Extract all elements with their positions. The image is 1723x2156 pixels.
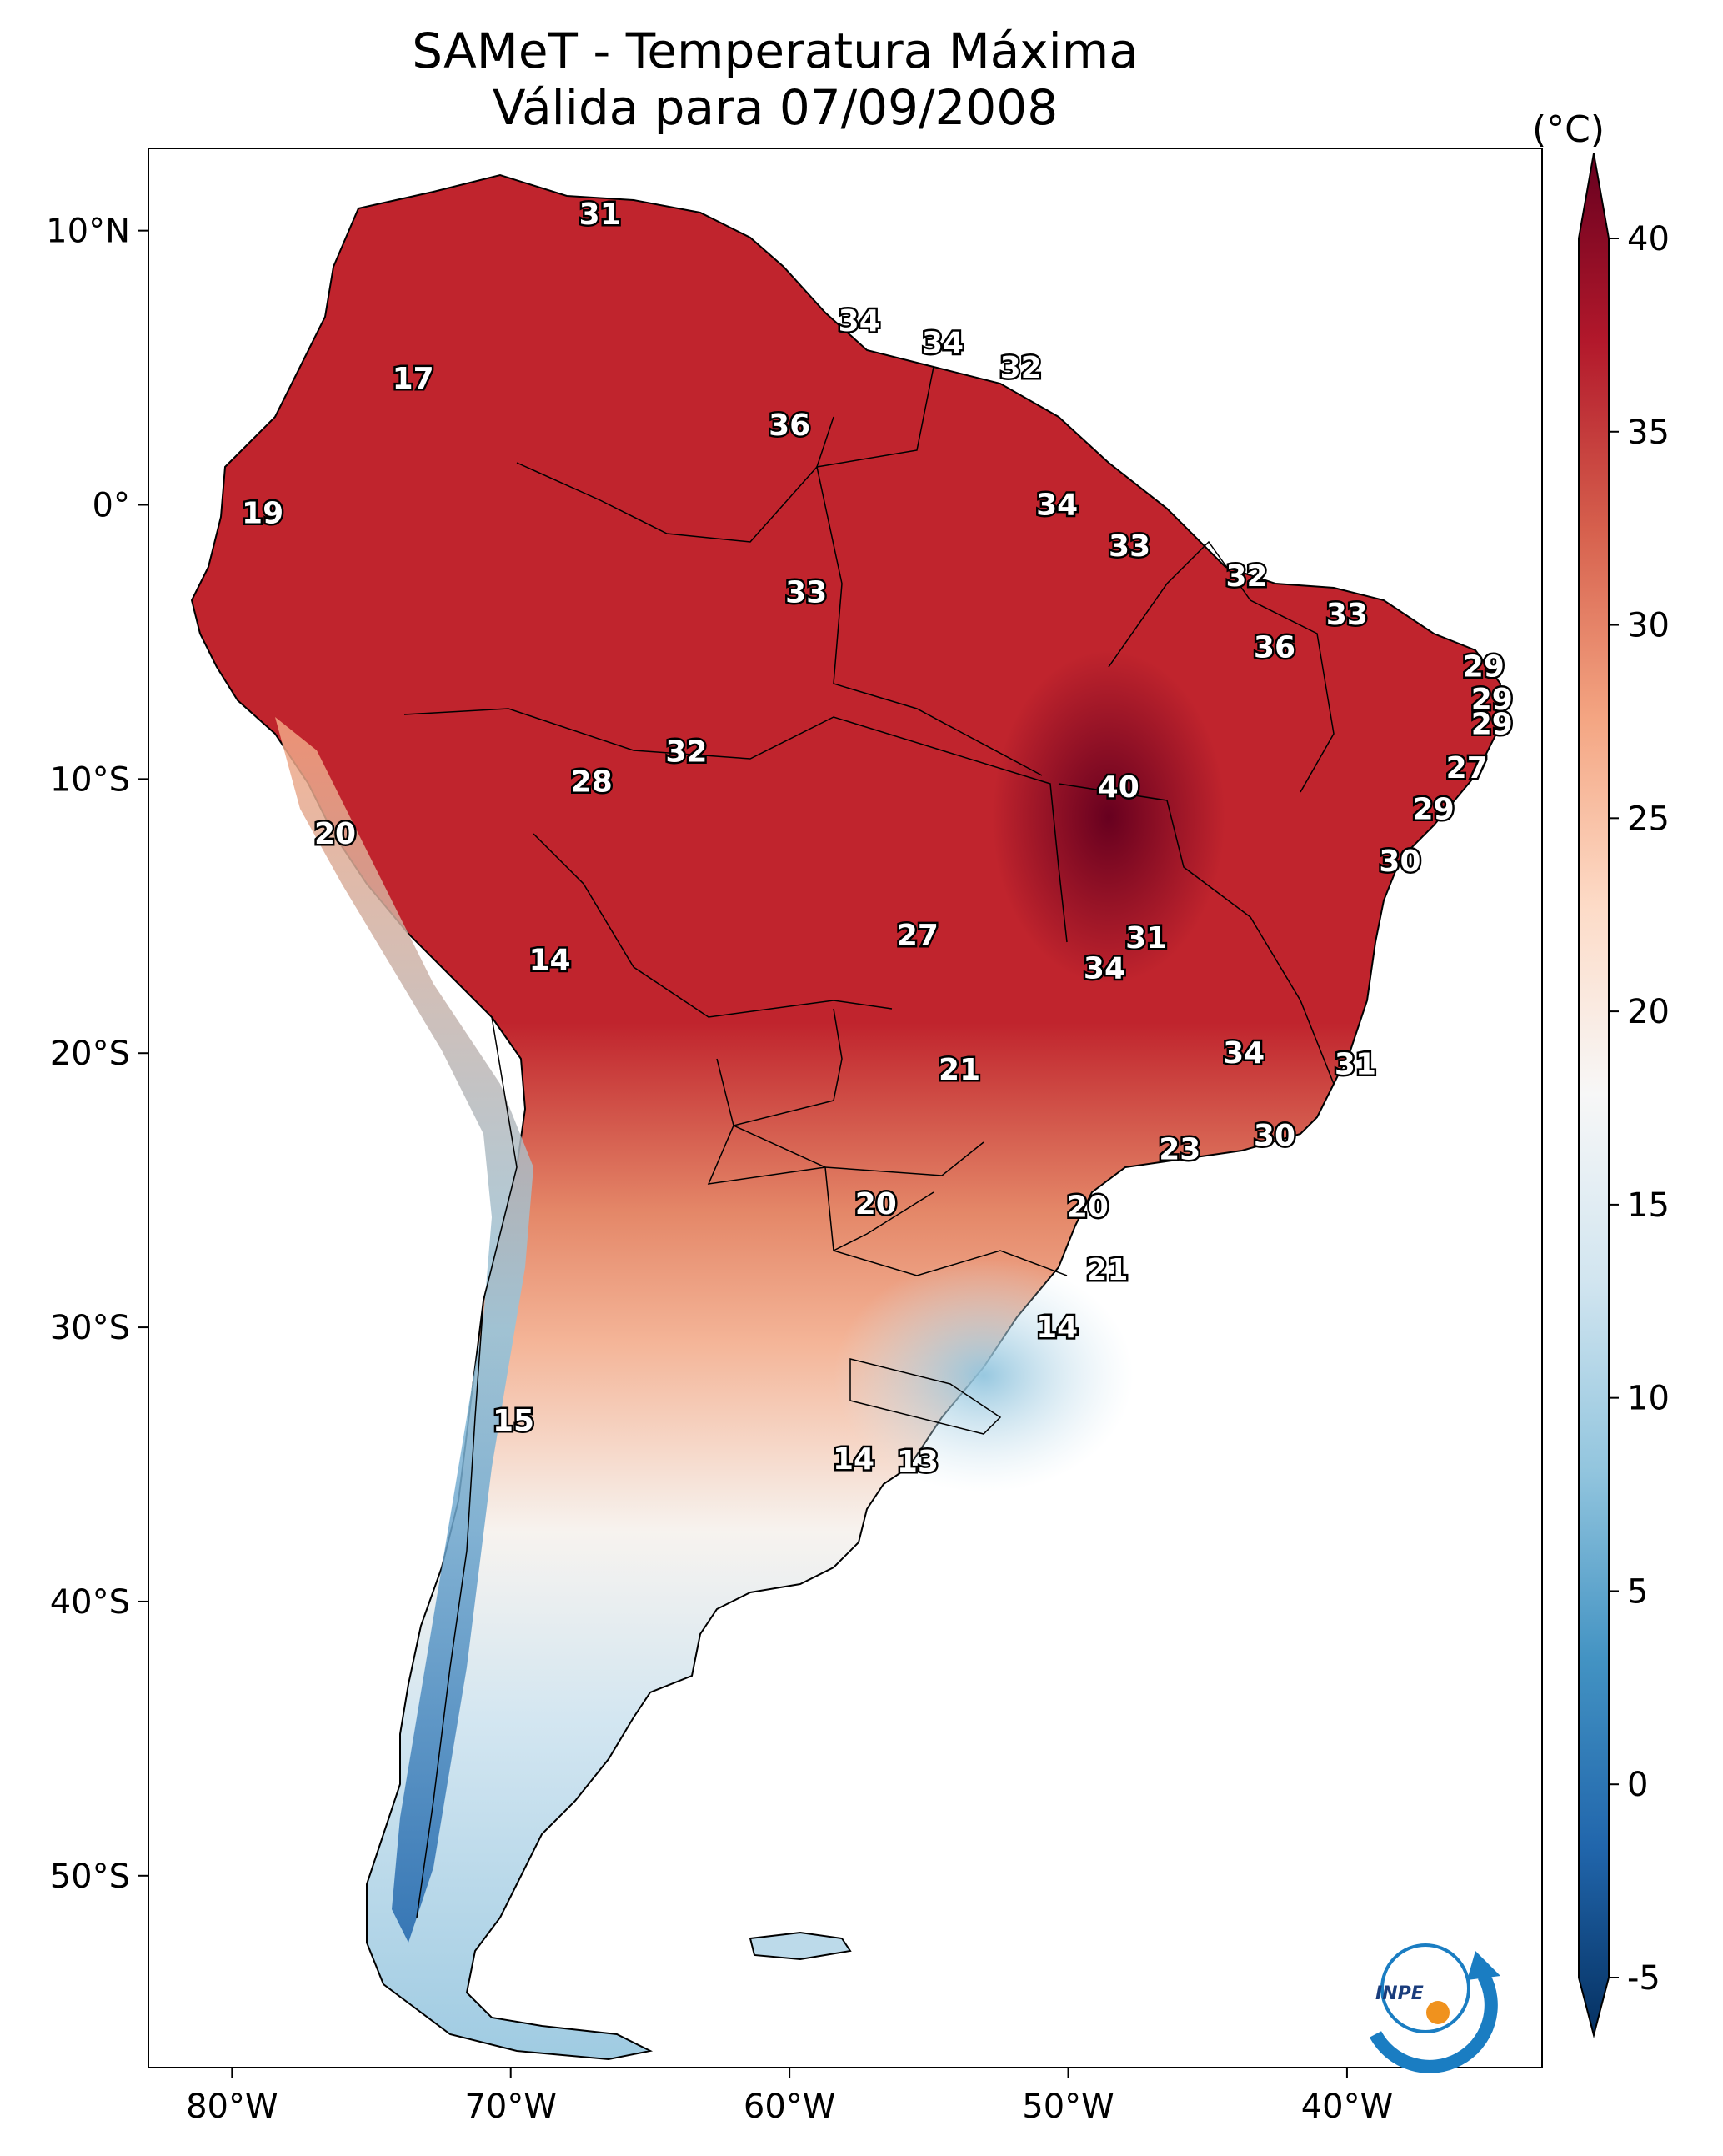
temperature-label: 20: [1067, 1190, 1109, 1224]
latitude-ticks: 10°N 0° 10°S 20°S 30°S 40°S 50°S: [46, 213, 148, 1896]
lat-tick-label: 0°: [93, 487, 130, 525]
colorbar-tick-label: -5: [1627, 1959, 1660, 1998]
colorbar-body: [1578, 153, 1610, 2038]
temperature-label: 40: [1098, 770, 1139, 805]
temperature-label: 20: [314, 817, 356, 851]
colorbar: 40 35 30 25 20 15 10 5 0 -5: [1578, 153, 1670, 2038]
temperature-label: 29: [1413, 793, 1455, 827]
falkland-islands: [749, 1931, 852, 1961]
temperature-label: 32: [665, 735, 707, 769]
temperature-label: 28: [571, 765, 613, 800]
south-america-landmass: [190, 173, 1502, 2061]
lat-tick-label: 40°S: [50, 1583, 130, 1622]
lat-tick-label: 50°S: [50, 1858, 130, 1896]
map-subtitle: Válida para 07/09/2008: [492, 79, 1059, 136]
temperature-label: 15: [493, 1404, 534, 1438]
lat-tick-label: 10°N: [46, 213, 130, 251]
temperature-label: 32: [1000, 351, 1042, 385]
colorbar-tick-label: 15: [1627, 1186, 1670, 1225]
temperature-label: 20: [855, 1187, 897, 1221]
temperature-label: 21: [939, 1053, 980, 1087]
logo-arrow-icon: [1467, 1951, 1500, 1980]
temperature-label: 13: [897, 1445, 939, 1479]
temperature-label: 21: [1086, 1253, 1128, 1287]
cool-region-south: [834, 1259, 1134, 1492]
temperature-label: 23: [1159, 1132, 1200, 1166]
temperature-label: 34: [1036, 489, 1078, 523]
temperature-label: 36: [1254, 631, 1295, 665]
colorbar-tick-label: 40: [1627, 220, 1670, 258]
heat-maximum-area: [992, 650, 1225, 984]
andes-cold-strip: [275, 717, 533, 1943]
temperature-label: 31: [579, 198, 621, 232]
temperature-label: 34: [1223, 1036, 1265, 1070]
svg-text:INPE: INPE: [1375, 1983, 1424, 2004]
map-title: SAMeT - Temperatura Máxima: [412, 23, 1139, 79]
lat-tick-label: 20°S: [50, 1035, 130, 1073]
country-borders: [403, 366, 1335, 1918]
temperature-label: 27: [897, 919, 939, 953]
temperature-label: 36: [769, 409, 810, 443]
temperature-label: 14: [833, 1442, 874, 1477]
temperature-label: 34: [1084, 951, 1125, 985]
temperature-label: 19: [242, 496, 283, 530]
colorbar-tick-label: 20: [1627, 993, 1670, 1031]
colorbar-tick-label: 35: [1627, 414, 1670, 452]
temperature-label: 32: [1225, 559, 1267, 594]
colorbar-tick-label: 10: [1627, 1380, 1670, 1418]
temperature-label: 34: [922, 326, 964, 360]
lon-tick-label: 40°W: [1301, 2088, 1393, 2126]
map-land: [190, 173, 1502, 2061]
colorbar-unit-label: (°C): [1532, 108, 1605, 151]
colorbar-ticks: 40 35 30 25 20 15 10 5 0 -5: [1609, 220, 1670, 1998]
lon-tick-label: 50°W: [1022, 2088, 1114, 2126]
inpe-logo: INPE: [1369, 1943, 1500, 2073]
lat-tick-label: 30°S: [50, 1309, 130, 1347]
temperature-label: 27: [1446, 751, 1488, 785]
lon-tick-label: 70°W: [464, 2088, 556, 2126]
lon-tick-label: 80°W: [186, 2088, 278, 2126]
temperature-label: 17: [393, 362, 434, 396]
temperature-label: 33: [1109, 529, 1150, 564]
colorbar-tick-label: 25: [1627, 800, 1670, 838]
temperature-label: 30: [1379, 845, 1420, 879]
temperature-label: 30: [1254, 1119, 1295, 1153]
temperature-label: 34: [839, 304, 880, 338]
colorbar-tick-label: 0: [1627, 1766, 1648, 1804]
temperature-label: 33: [785, 576, 827, 610]
temperature-label: 31: [1335, 1047, 1376, 1081]
colorbar-tick-label: 30: [1627, 607, 1670, 645]
temperature-label: 14: [1036, 1311, 1078, 1345]
temperature-label: 29: [1471, 708, 1513, 742]
lon-tick-label: 60°W: [744, 2088, 835, 2126]
lat-tick-label: 10°S: [50, 760, 130, 799]
temperature-label: 29: [1463, 650, 1505, 684]
temperature-label: 31: [1125, 921, 1167, 955]
temperature-label: 29: [1471, 683, 1513, 717]
temperature-label: 14: [528, 943, 570, 977]
temperature-label: 33: [1326, 598, 1368, 632]
colorbar-tick-label: 5: [1627, 1572, 1648, 1611]
longitude-ticks: 80°W 70°W 60°W 50°W 40°W: [186, 2068, 1393, 2126]
